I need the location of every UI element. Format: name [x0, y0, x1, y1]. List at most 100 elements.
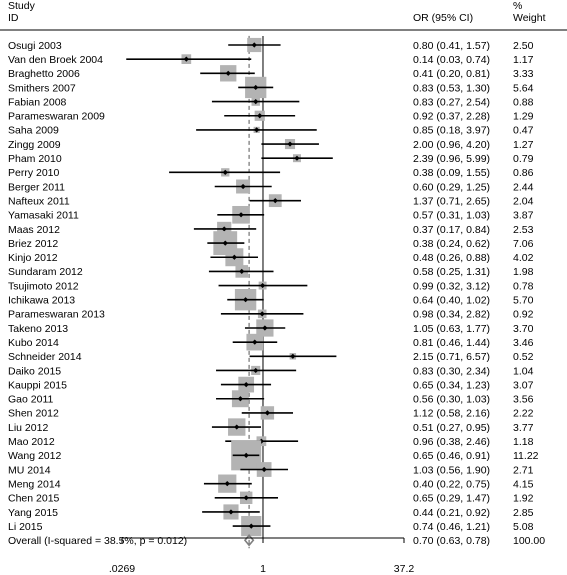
study-row: Sundaram 2012 0.58 (0.25, 1.31) 1.98 — [8, 265, 534, 278]
ci-text: 0.83 (0.27, 2.54) — [413, 96, 490, 108]
ci-text: 0.85 (0.18, 3.97) — [413, 125, 490, 137]
study-row: Tsujimoto 2012 0.99 (0.32, 3.12) 0.78 — [8, 280, 534, 292]
study-label: Mao 2012 — [8, 436, 55, 448]
ci-text: 0.14 (0.03, 0.74) — [413, 54, 490, 66]
study-row: Meng 2014 0.40 (0.22, 0.75) 4.15 — [8, 474, 534, 493]
weight-text: 3.77 — [513, 422, 534, 434]
study-label: Parameswaran 2009 — [8, 111, 105, 123]
weight-text: 7.06 — [513, 238, 534, 250]
x-ticks: .0269 1 37.2 — [109, 538, 414, 575]
point-estimate — [254, 127, 260, 133]
ci-text: 0.38 (0.24, 0.62) — [413, 238, 490, 250]
point-estimate — [257, 113, 263, 119]
weight-text: 1.98 — [513, 266, 534, 278]
study-label: Braghetto 2006 — [8, 68, 80, 80]
ci-text: 0.65 (0.29, 1.47) — [413, 493, 490, 505]
study-row: MU 2014 1.03 (0.56, 1.90) 2.71 — [8, 462, 534, 477]
study-label: Fabian 2008 — [8, 96, 67, 108]
study-row: Nafteux 2011 1.37 (0.71, 2.65) 2.04 — [8, 194, 534, 207]
header-or: OR (95% CI) — [413, 12, 473, 24]
study-row: Yamasaki 2011 0.57 (0.31, 1.03) 3.87 — [8, 205, 534, 224]
study-row: Pham 2010 2.39 (0.96, 5.99) 0.79 — [8, 153, 534, 165]
study-label: Yamasaki 2011 — [8, 210, 79, 222]
x-tick-label: .0269 — [109, 563, 135, 575]
weight-text: 0.79 — [513, 153, 534, 165]
ci-text: 0.83 (0.53, 1.30) — [413, 82, 490, 94]
ci-text: 0.83 (0.30, 2.34) — [413, 365, 490, 377]
ci-text: 0.37 (0.17, 0.84) — [413, 224, 490, 236]
ci-text: 0.38 (0.09, 1.55) — [413, 167, 490, 179]
study-label: Nafteux 2011 — [8, 195, 70, 207]
study-label: Schneider 2014 — [8, 351, 82, 363]
x-tick-label: 1 — [260, 563, 266, 575]
weight-text: 0.92 — [513, 309, 534, 321]
header-id: ID — [8, 12, 19, 24]
ci-text: 0.92 (0.37, 2.28) — [413, 111, 490, 123]
point-estimate — [287, 141, 293, 147]
study-label: Perry 2010 — [8, 167, 60, 179]
point-estimate — [239, 268, 245, 274]
study-row: Kinjo 2012 0.48 (0.26, 0.88) 4.02 — [8, 248, 534, 267]
weight-text: 1.17 — [513, 54, 534, 66]
ci-text: 2.39 (0.96, 5.99) — [413, 153, 490, 165]
point-estimate — [253, 367, 259, 374]
study-label: Chen 2015 — [8, 493, 60, 505]
point-estimate — [222, 169, 228, 175]
study-row: Van den Broek 2004 0.14 (0.03, 0.74) 1.17 — [8, 54, 534, 66]
study-row: Yang 2015 0.44 (0.21, 0.92) 2.85 — [8, 504, 534, 520]
point-estimate — [248, 523, 254, 529]
point-estimate — [243, 495, 249, 501]
study-row: Daiko 2015 0.83 (0.30, 2.34) 1.04 — [8, 365, 534, 377]
study-row: Parameswaran 2013 0.98 (0.34, 2.82) 0.92 — [8, 309, 534, 321]
ci-text: 1.37 (0.71, 2.65) — [413, 195, 490, 207]
study-label: Pham 2010 — [8, 153, 62, 165]
weight-text: 5.64 — [513, 82, 534, 94]
study-label: Kinjo 2012 — [8, 252, 58, 264]
weight-text: 2.50 — [513, 40, 534, 52]
study-label: Van den Broek 2004 — [8, 54, 103, 66]
study-label: Berger 2011 — [8, 181, 65, 193]
weight-text: 0.86 — [513, 167, 534, 179]
weight-text: 3.70 — [513, 323, 534, 335]
point-estimate — [242, 297, 249, 303]
point-estimate — [251, 42, 257, 48]
weight-text: 1.18 — [513, 436, 534, 448]
weight-text: 5.70 — [513, 295, 534, 307]
study-label: Ichikawa 2013 — [8, 295, 75, 307]
weight-text: 0.88 — [513, 96, 534, 108]
study-label: Tsujimoto 2012 — [8, 280, 79, 292]
ci-text: 1.12 (0.58, 2.16) — [413, 408, 490, 420]
study-row: Saha 2009 0.85 (0.18, 3.97) 0.47 — [8, 125, 534, 137]
weight-text: 3.33 — [513, 68, 534, 80]
point-estimate — [237, 396, 243, 402]
point-estimate — [264, 410, 271, 416]
study-label: Meng 2014 — [8, 478, 61, 490]
point-estimate — [259, 311, 265, 317]
study-label: MU 2014 — [8, 464, 51, 476]
study-label: Li 2015 — [8, 521, 43, 533]
weight-text: 3.07 — [513, 379, 534, 391]
study-row: Zingg 2009 2.00 (0.96, 4.20) 1.27 — [8, 139, 534, 151]
point-estimate — [294, 155, 300, 161]
weight-text: 2.53 — [513, 224, 534, 236]
study-row: Perry 2010 0.38 (0.09, 1.55) 0.86 — [8, 167, 534, 179]
weight-text: 2.71 — [513, 464, 534, 476]
ci-text: 0.65 (0.46, 0.91) — [413, 450, 490, 462]
study-label: Liu 2012 — [8, 422, 48, 434]
ci-text: 0.74 (0.46, 1.21) — [413, 521, 490, 533]
overall-diamond — [243, 533, 255, 547]
study-row: Braghetto 2006 0.41 (0.20, 0.81) 3.33 — [8, 65, 534, 82]
study-row: Li 2015 0.74 (0.46, 1.21) 5.08 — [8, 516, 534, 537]
point-estimate — [243, 382, 249, 388]
overall-label: Overall (I-squared = 38.5%, p = 0.012) — [8, 535, 187, 547]
ci-text: 0.40 (0.22, 0.75) — [413, 478, 490, 490]
study-label: Daiko 2015 — [8, 365, 61, 377]
point-estimate — [290, 353, 296, 359]
overall-weight-text: 100.00 — [513, 535, 545, 547]
ci-text: 0.48 (0.26, 0.88) — [413, 252, 490, 264]
weight-text: 0.78 — [513, 280, 534, 292]
weight-text: 3.56 — [513, 394, 534, 406]
ci-text: 0.98 (0.34, 2.82) — [413, 309, 490, 321]
weight-text: 1.04 — [513, 365, 534, 377]
point-estimate — [231, 254, 237, 260]
